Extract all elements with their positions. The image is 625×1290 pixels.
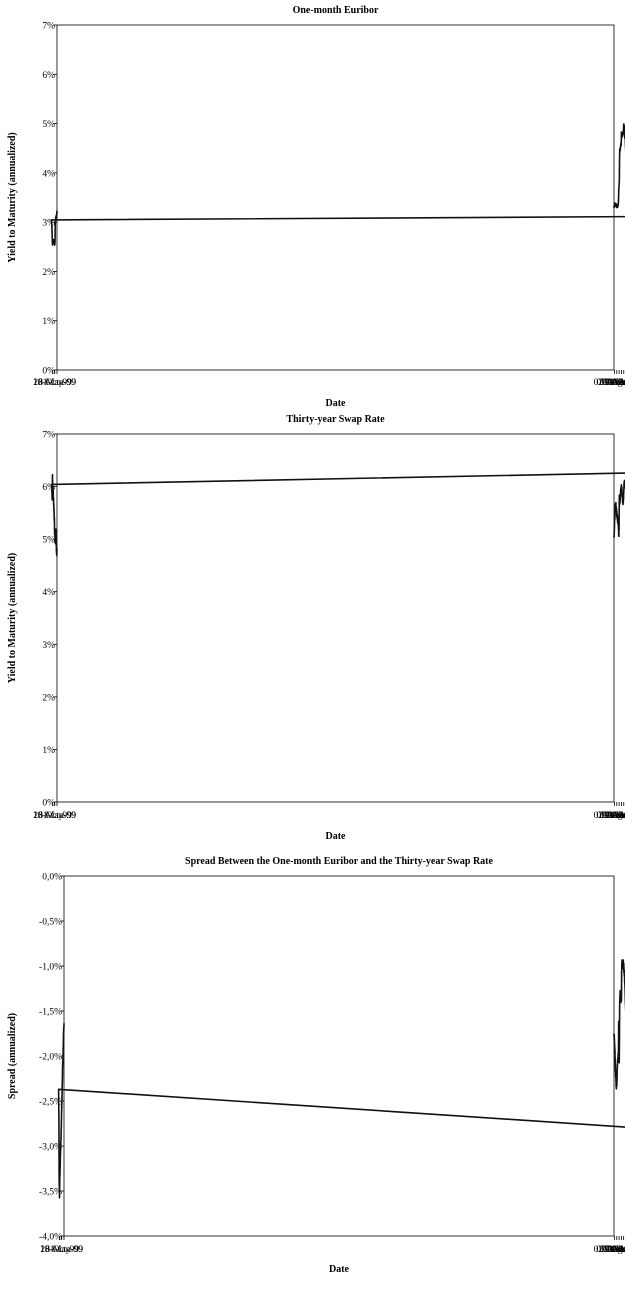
x-tick-label: 02-Aug-02 [594, 1245, 625, 1255]
x-tick-label: 01-Aug-00 [605, 811, 625, 821]
y-tick-label: 1% [42, 317, 55, 327]
y-axis-label: Yield to Maturity (annualized) [7, 132, 18, 262]
y-tick-label: 0,0% [42, 873, 62, 883]
x-tick-label: 07-Mar-02 [596, 378, 625, 388]
x-tick-label: 01-Jan-99 [38, 378, 76, 388]
series-line [50, 123, 625, 246]
y-tick-label: -4,0% [39, 1233, 62, 1243]
y-tick-label: -3,5% [39, 1188, 62, 1198]
y-tick-label: -3,0% [39, 1143, 62, 1153]
y-tick-label: 5% [42, 120, 55, 130]
y-tick-label: -0,5% [39, 918, 62, 928]
x-tick-label: 18-Oct-99 [40, 1245, 79, 1255]
chart-spread: Spread Between the One-month Euribor and… [7, 856, 625, 1275]
x-tick-label: 01-Jan-99 [38, 811, 76, 821]
chart-swap: Thirty-year Swap Rate 0% 1% 2% 3% 4% 5% 6% 7% 01-… [7, 414, 625, 842]
plot-frame [56, 24, 615, 371]
series-line [50, 472, 625, 557]
chart-title: One-month Euribor [293, 5, 379, 16]
x-axis-label: Date [329, 1264, 350, 1275]
y-tick-label: 2% [42, 268, 55, 278]
y-tick-label: 4% [42, 588, 55, 598]
y-tick-label: 0% [42, 367, 55, 377]
y-tick-label: -1,5% [39, 1008, 62, 1018]
x-tick-label: 09-Oct-01 [600, 378, 625, 388]
y-tick-label: 7% [42, 22, 55, 32]
y-tick-label: 3% [42, 219, 55, 229]
x-tick-label: 02-Aug-02 [594, 378, 625, 388]
x-tick-label: 01-Aug-00 [605, 378, 625, 388]
chart-title: Thirty-year Swap Rate [286, 414, 385, 425]
x-tick-label: 09-Mar-00 [608, 378, 625, 388]
plot-frame [56, 433, 615, 803]
y-axis-label: Spread (annualized) [7, 1013, 18, 1099]
x-tick-label: 22-Dec-00 [603, 1245, 625, 1255]
x-tick-label: 01-Jan-99 [45, 1245, 83, 1255]
y-tick-label: -2,5% [39, 1098, 62, 1108]
x-tick-label: 22-Dec-00 [603, 378, 625, 388]
x-axis-label: Date [326, 398, 347, 409]
y-tick-label: 1% [42, 746, 55, 756]
y-tick-label: 3% [42, 641, 55, 651]
y-tick-label: -1,0% [39, 963, 62, 973]
x-tick-label: 02-Aug-02 [594, 811, 625, 821]
x-axis-label: Date [326, 831, 347, 842]
x-tick-label: 07-Mar-02 [596, 811, 625, 821]
y-axis-label: Yield to Maturity (annualized) [7, 553, 18, 683]
x-tick-label: 09-Oct-01 [600, 1245, 625, 1255]
x-tick-label: 22-Dec-00 [603, 811, 625, 821]
series-line [57, 959, 625, 1199]
x-tick-label: 17-May-01 [600, 811, 625, 821]
x-tick-label: 18-Oct-99 [33, 811, 72, 821]
x-tick-label: 26-May-99 [33, 811, 76, 821]
x-tick-label: 09-Oct-01 [600, 811, 625, 821]
y-tick-label: 5% [42, 536, 55, 546]
chart-euribor: One-month Euribor 0% 1% 2% 3% 4% 5% 6% 7% 01-Jan-… [7, 5, 625, 409]
x-tick-label: 18-Oct-99 [33, 378, 72, 388]
y-tick-label: 4% [42, 169, 55, 179]
x-tick-label: 09-Mar-00 [608, 1245, 625, 1255]
x-tick-label: 17-May-01 [600, 1245, 625, 1255]
y-tick-label: 6% [42, 483, 55, 493]
x-tick-label: 09-Mar-00 [608, 811, 625, 821]
y-tick-label: 0% [42, 799, 55, 809]
chart-title: Spread Between the One-month Euribor and… [185, 856, 493, 867]
x-tick-label: 01-Aug-00 [605, 1245, 625, 1255]
x-tick-label: 17-May-01 [600, 378, 625, 388]
y-tick-label: 2% [42, 693, 55, 703]
x-tick-label: 26-May-99 [40, 1245, 83, 1255]
plot-frame [63, 875, 615, 1237]
x-tick-label: 07-Mar-02 [596, 1245, 625, 1255]
y-tick-label: 6% [42, 71, 55, 81]
y-tick-label: 7% [42, 431, 55, 441]
x-tick-label: 26-May-99 [33, 378, 76, 388]
y-tick-label: -2,0% [39, 1053, 62, 1063]
